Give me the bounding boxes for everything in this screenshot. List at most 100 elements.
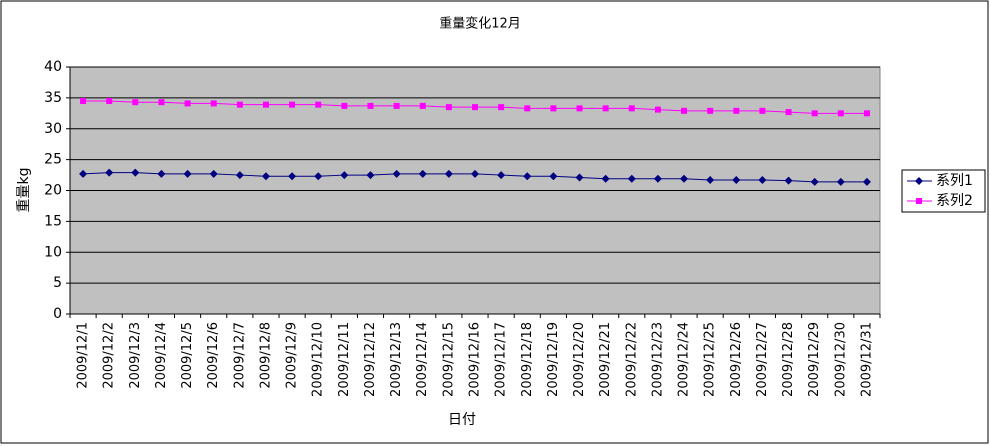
x-tick-label: 2009/12/24 bbox=[677, 322, 692, 397]
data-point bbox=[601, 174, 610, 183]
y-tick-label: 35 bbox=[44, 90, 62, 106]
data-point bbox=[341, 102, 348, 109]
data-point bbox=[524, 105, 531, 112]
y-tick-label: 0 bbox=[53, 306, 62, 322]
data-point bbox=[732, 176, 741, 185]
data-point bbox=[184, 100, 191, 107]
data-point bbox=[158, 99, 165, 106]
data-point bbox=[863, 110, 870, 117]
y-tick-label: 30 bbox=[44, 121, 62, 137]
data-point bbox=[602, 105, 609, 112]
data-point bbox=[235, 171, 244, 180]
data-point bbox=[680, 174, 689, 183]
x-tick-label: 2009/12/26 bbox=[729, 322, 744, 397]
data-point bbox=[498, 104, 505, 111]
x-tick-label: 2009/12/10 bbox=[311, 322, 326, 397]
legend-label: 系列1 bbox=[936, 173, 973, 189]
x-tick-label: 2009/12/12 bbox=[363, 322, 378, 397]
y-tick-label: 15 bbox=[44, 213, 62, 229]
data-point bbox=[367, 102, 374, 109]
data-point bbox=[550, 105, 557, 112]
y-tick-label: 20 bbox=[44, 183, 62, 199]
data-point bbox=[497, 171, 506, 180]
data-point bbox=[681, 107, 688, 114]
data-point bbox=[236, 101, 243, 108]
data-point bbox=[261, 172, 270, 181]
data-point bbox=[105, 168, 114, 177]
data-point bbox=[706, 176, 715, 185]
data-point bbox=[836, 177, 845, 186]
x-tick-label: 2009/12/25 bbox=[703, 322, 718, 397]
y-tick-label: 10 bbox=[44, 244, 62, 260]
x-tick-label: 2009/12/29 bbox=[807, 322, 822, 397]
x-tick-label: 2009/12/1 bbox=[76, 322, 91, 389]
x-tick-label: 2009/12/20 bbox=[572, 322, 587, 397]
data-point bbox=[288, 172, 297, 181]
data-point bbox=[445, 104, 452, 111]
data-point bbox=[862, 177, 871, 186]
x-tick-label: 2009/12/27 bbox=[755, 322, 770, 397]
data-point bbox=[209, 169, 218, 178]
y-tick-label: 5 bbox=[53, 275, 62, 291]
legend-marker bbox=[915, 177, 923, 185]
data-point bbox=[157, 169, 166, 178]
y-tick-label: 40 bbox=[44, 59, 62, 75]
legend-label: 系列2 bbox=[936, 193, 973, 209]
x-tick-label: 2009/12/8 bbox=[258, 322, 273, 389]
x-tick-label: 2009/12/18 bbox=[520, 322, 535, 397]
data-point bbox=[472, 104, 478, 111]
data-point bbox=[132, 99, 139, 106]
data-point bbox=[210, 100, 217, 107]
data-point bbox=[131, 168, 140, 177]
data-point bbox=[810, 177, 819, 186]
data-point bbox=[654, 106, 661, 113]
data-point bbox=[576, 105, 583, 112]
x-tick-label: 2009/12/22 bbox=[624, 322, 639, 397]
x-tick-label: 2009/12/21 bbox=[598, 322, 613, 397]
data-point bbox=[628, 105, 635, 112]
data-point bbox=[340, 171, 349, 180]
data-point bbox=[707, 107, 714, 114]
x-tick-label: 2009/12/23 bbox=[650, 322, 665, 397]
x-tick-label: 2009/12/16 bbox=[468, 322, 483, 397]
data-point bbox=[315, 101, 322, 108]
legend-marker bbox=[916, 198, 922, 204]
x-tick-label: 2009/12/31 bbox=[859, 322, 874, 397]
data-point bbox=[419, 102, 426, 109]
data-point bbox=[392, 169, 401, 178]
y-tick-label: 25 bbox=[44, 152, 62, 168]
x-tick-label: 2009/12/14 bbox=[415, 322, 430, 397]
x-tick-label: 2009/12/30 bbox=[833, 322, 848, 397]
x-tick-label: 2009/12/19 bbox=[546, 322, 561, 397]
data-point bbox=[759, 107, 766, 114]
chart-title: 重量変化12月 bbox=[439, 16, 521, 32]
data-point bbox=[289, 101, 296, 108]
x-tick-label: 2009/12/4 bbox=[154, 322, 169, 389]
x-tick-label: 2009/12/3 bbox=[128, 322, 143, 389]
x-tick-label: 2009/12/15 bbox=[441, 322, 456, 397]
data-point bbox=[523, 172, 532, 181]
data-point bbox=[653, 174, 662, 183]
data-point bbox=[811, 110, 818, 117]
x-tick-label: 2009/12/7 bbox=[232, 322, 247, 389]
data-point bbox=[444, 169, 453, 178]
data-point bbox=[471, 169, 479, 178]
data-point bbox=[784, 176, 793, 185]
data-point bbox=[314, 172, 323, 181]
x-tick-label: 2009/12/11 bbox=[337, 322, 352, 397]
data-point bbox=[785, 109, 792, 116]
data-point bbox=[106, 97, 113, 104]
x-tick-label: 2009/12/17 bbox=[494, 322, 509, 397]
data-point bbox=[366, 171, 375, 180]
x-axis-label: 日付 bbox=[448, 412, 476, 428]
data-point bbox=[79, 169, 88, 178]
data-point bbox=[262, 101, 269, 108]
x-tick-label: 2009/12/28 bbox=[781, 322, 796, 397]
data-point bbox=[733, 107, 740, 114]
x-tick-label: 2009/12/9 bbox=[285, 322, 300, 389]
data-point bbox=[549, 172, 558, 181]
data-point bbox=[393, 102, 400, 109]
legend-box bbox=[901, 169, 986, 213]
y-axis-label: 重量kg bbox=[16, 168, 32, 213]
